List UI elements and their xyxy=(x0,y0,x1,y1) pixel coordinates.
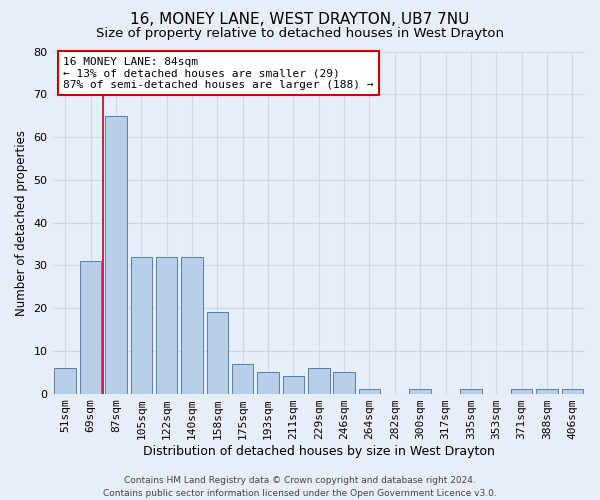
Bar xyxy=(334,372,355,394)
Bar xyxy=(536,390,558,394)
Bar xyxy=(181,257,203,394)
Text: Contains HM Land Registry data © Crown copyright and database right 2024.
Contai: Contains HM Land Registry data © Crown c… xyxy=(103,476,497,498)
X-axis label: Distribution of detached houses by size in West Drayton: Distribution of detached houses by size … xyxy=(143,444,495,458)
Bar xyxy=(283,376,304,394)
Bar xyxy=(156,257,178,394)
Bar xyxy=(206,312,228,394)
Bar xyxy=(511,390,532,394)
Bar xyxy=(131,257,152,394)
Bar xyxy=(359,390,380,394)
Bar xyxy=(409,390,431,394)
Bar xyxy=(257,372,279,394)
Bar xyxy=(80,261,101,394)
Bar xyxy=(308,368,329,394)
Bar xyxy=(562,390,583,394)
Text: 16, MONEY LANE, WEST DRAYTON, UB7 7NU: 16, MONEY LANE, WEST DRAYTON, UB7 7NU xyxy=(130,12,470,28)
Text: 16 MONEY LANE: 84sqm
← 13% of detached houses are smaller (29)
87% of semi-detac: 16 MONEY LANE: 84sqm ← 13% of detached h… xyxy=(63,56,374,90)
Text: Size of property relative to detached houses in West Drayton: Size of property relative to detached ho… xyxy=(96,28,504,40)
Bar xyxy=(460,390,482,394)
Bar xyxy=(55,368,76,394)
Bar xyxy=(232,364,253,394)
Y-axis label: Number of detached properties: Number of detached properties xyxy=(15,130,28,316)
Bar xyxy=(105,116,127,394)
